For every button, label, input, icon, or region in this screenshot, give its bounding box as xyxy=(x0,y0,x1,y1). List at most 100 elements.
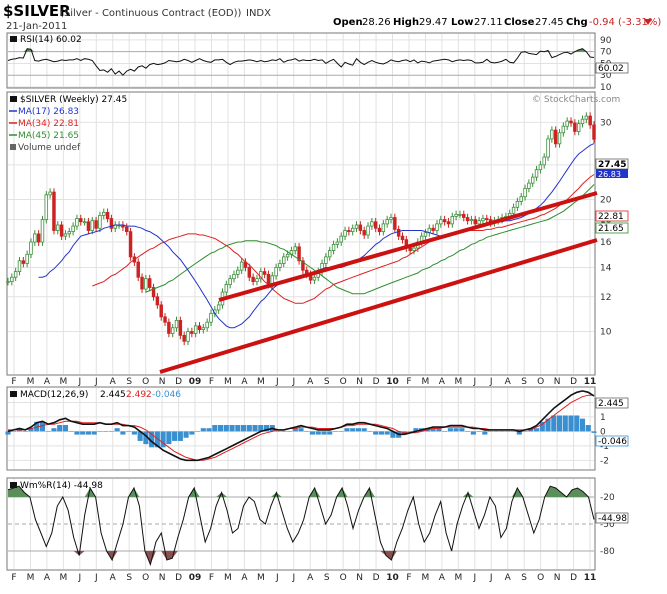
x-axis-label: M xyxy=(257,377,265,387)
chg-value: -0.94 (-3.31%) xyxy=(589,17,661,28)
rsi-tick-label: 10 xyxy=(600,83,612,93)
x-axis-label: J xyxy=(291,573,295,583)
macd-histogram-bar xyxy=(298,428,304,432)
candle-body xyxy=(94,220,98,229)
willr-panel: Wm%R(14) -44.98 -20 -50 -80 -44.98 xyxy=(6,477,629,571)
price-tick-label: 30 xyxy=(600,118,612,128)
candle-body xyxy=(144,278,148,290)
x-axis-label: 11 xyxy=(584,573,597,583)
x-axis-label: O xyxy=(537,573,544,583)
macd-histogram-bar xyxy=(361,428,367,432)
x-axis-label: F xyxy=(406,573,411,583)
macd-histogram-bar xyxy=(189,431,195,435)
macd-histogram-bar xyxy=(103,431,109,432)
candle-body xyxy=(435,223,439,231)
rsi-tick-label: 90 xyxy=(600,36,612,46)
macd-histogram-bar xyxy=(212,425,218,432)
x-axis-top: F M A M J J A S O N D 09 F M A M J J A S O N D 10 F M A M J J A S O N D 11 xyxy=(11,377,596,387)
price-tick-label: 20 xyxy=(600,196,612,206)
candle-body xyxy=(163,316,167,323)
candle-body xyxy=(193,325,198,334)
candle-body xyxy=(205,321,209,329)
candle-body xyxy=(412,247,416,251)
candle-body xyxy=(56,224,60,231)
x-axis-label: J xyxy=(472,573,476,583)
rsi-legend: RSI(14) 60.02 xyxy=(20,35,82,45)
candle-body xyxy=(59,224,64,237)
x-axis-label: A xyxy=(307,377,314,387)
down-triangle-icon xyxy=(644,19,652,25)
candle-body xyxy=(13,271,18,278)
macd-histogram-bar xyxy=(332,431,339,432)
chart-description: (Silver - Continuous Contract (EOD)) xyxy=(60,8,242,19)
x-axis-label: N xyxy=(159,377,166,387)
price-legend-title: $SILVER (Weekly) 27.45 xyxy=(20,95,127,105)
candle-body xyxy=(592,124,596,140)
candle-body xyxy=(136,261,140,278)
x-axis-label: J xyxy=(94,573,98,583)
candle-body xyxy=(389,217,393,221)
x-axis-label: J xyxy=(489,573,493,583)
macd-histogram-bar xyxy=(57,425,63,432)
price-tick-label: 16 xyxy=(600,238,612,248)
x-axis-label: S xyxy=(126,573,132,583)
candle-body xyxy=(408,247,412,251)
candle-body xyxy=(542,156,546,166)
candle-body xyxy=(105,211,110,219)
macd-histogram-bar xyxy=(436,428,442,432)
candle-body xyxy=(40,219,45,243)
macd-histogram-bar xyxy=(28,428,34,432)
macd-histogram-bar xyxy=(551,415,557,432)
candle-body xyxy=(343,230,347,237)
macd-histogram-bar xyxy=(85,431,91,435)
willr-legend-swatch xyxy=(10,482,17,488)
x-axis-label: S xyxy=(521,573,527,583)
x-axis-label: A xyxy=(110,377,117,387)
x-axis-label: J xyxy=(275,377,279,387)
candle-body xyxy=(362,230,366,236)
x-axis-label: N xyxy=(554,573,561,583)
candle-body xyxy=(186,331,190,342)
candle-body xyxy=(546,138,550,158)
macd-histogram-bar xyxy=(350,428,356,432)
macd-histogram-bar xyxy=(22,431,28,432)
candle-body xyxy=(385,219,389,225)
macd-histogram-bar xyxy=(568,415,574,432)
x-axis-label: A xyxy=(44,377,51,387)
candle-body xyxy=(550,129,554,140)
macd-histogram-bar xyxy=(154,431,160,448)
x-axis-label: M xyxy=(59,573,67,583)
macd-legend-macd: 2.445 xyxy=(100,390,126,400)
macd-histogram-bar xyxy=(390,431,396,438)
x-axis-label: A xyxy=(439,377,446,387)
candle-body xyxy=(454,213,458,217)
macd-tick-label: -1 xyxy=(600,442,609,452)
candle-body xyxy=(274,267,278,277)
candle-body xyxy=(561,125,566,134)
willr-legend: Wm%R(14) -44.98 xyxy=(20,481,103,491)
candle-body xyxy=(48,191,52,196)
candle-body xyxy=(393,217,397,230)
chart-exchange: INDX xyxy=(246,8,271,19)
candle-body xyxy=(67,231,72,235)
candle-body xyxy=(530,176,535,184)
x-axis-label: M xyxy=(454,377,462,387)
x-axis-label: J xyxy=(78,377,82,387)
macd-tick-label: -2 xyxy=(600,456,609,466)
candle-body xyxy=(576,123,581,132)
x-axis-label: A xyxy=(110,573,117,583)
x-axis-label: O xyxy=(537,377,544,387)
candle-body xyxy=(431,227,435,231)
candle-body xyxy=(519,196,523,202)
candle-body xyxy=(347,230,351,233)
x-axis-label: F xyxy=(11,573,16,583)
candle-body xyxy=(29,241,33,255)
candle-body xyxy=(538,164,543,171)
macd-histogram-bar xyxy=(172,431,178,441)
candle-body xyxy=(523,188,527,198)
candle-body xyxy=(33,233,37,243)
candle-body xyxy=(52,191,56,231)
macd-histogram-bar xyxy=(373,431,379,435)
x-axis-label: F xyxy=(209,377,214,387)
macd-histogram-bar xyxy=(453,428,459,432)
